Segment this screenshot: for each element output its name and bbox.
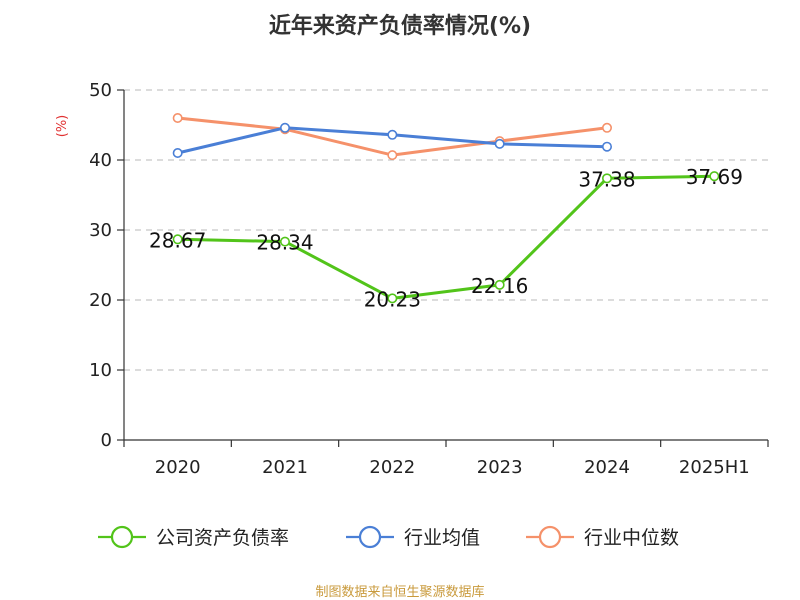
x-tick-label: 2021 — [262, 457, 308, 478]
data-label: 37.38 — [578, 167, 635, 191]
data-point — [709, 171, 720, 182]
legend-label: 公司资产负债率 — [156, 527, 289, 549]
x-tick-label: 2024 — [584, 457, 630, 478]
x-tick-label: 2023 — [477, 457, 523, 478]
y-tick-label: 20 — [89, 290, 112, 311]
y-tick-label: 30 — [89, 220, 112, 241]
legend-label: 行业均值 — [404, 527, 480, 549]
data-label: 37.69 — [686, 165, 743, 189]
data-point — [387, 150, 398, 161]
y-tick-label: 40 — [89, 150, 112, 171]
x-tick-label: 2022 — [369, 457, 415, 478]
series-line — [177, 174, 715, 300]
legend-label: 行业中位数 — [584, 527, 679, 549]
data-point — [494, 279, 505, 290]
x-tick-label: 2025H1 — [679, 457, 750, 478]
series-layer — [172, 113, 720, 304]
chart-title: 近年来资产负债率情况(%) — [268, 14, 532, 39]
data-label: 28.67 — [149, 228, 206, 252]
data-label: 28.34 — [256, 231, 313, 255]
x-tick-label: 2020 — [155, 457, 201, 478]
data-point — [172, 234, 183, 245]
data-point — [601, 141, 612, 152]
legend-marker — [110, 525, 134, 549]
data-point — [172, 148, 183, 159]
data-point — [494, 138, 505, 149]
y-tick-label: 50 — [89, 80, 112, 101]
data-point — [279, 122, 290, 133]
data-point — [601, 122, 612, 133]
data-label: 22.16 — [471, 274, 528, 298]
data-point — [387, 293, 398, 304]
data-point — [279, 236, 290, 247]
y-tick-label: 0 — [101, 430, 112, 451]
y-tick-label: 10 — [89, 360, 112, 381]
source-note: 制图数据来自恒生聚源数据库 — [315, 585, 485, 600]
axes: 0 10 20 30 40 50 2020 2021 2022 2023 2024 2025H1 (%) — [55, 80, 769, 478]
y-axis-unit: (%) — [55, 115, 70, 138]
legend-marker — [358, 525, 382, 549]
legend-marker — [538, 525, 562, 549]
legend: 公司资产负债率 行业均值 行业中位数 — [98, 525, 679, 549]
data-point — [601, 173, 612, 184]
gridlines — [124, 89, 768, 371]
data-point — [172, 113, 183, 124]
data-labels: 28.67 28.34 20.23 22.16 37.38 37.69 — [149, 165, 743, 311]
data-label: 20.23 — [364, 287, 421, 311]
data-point — [387, 129, 398, 140]
